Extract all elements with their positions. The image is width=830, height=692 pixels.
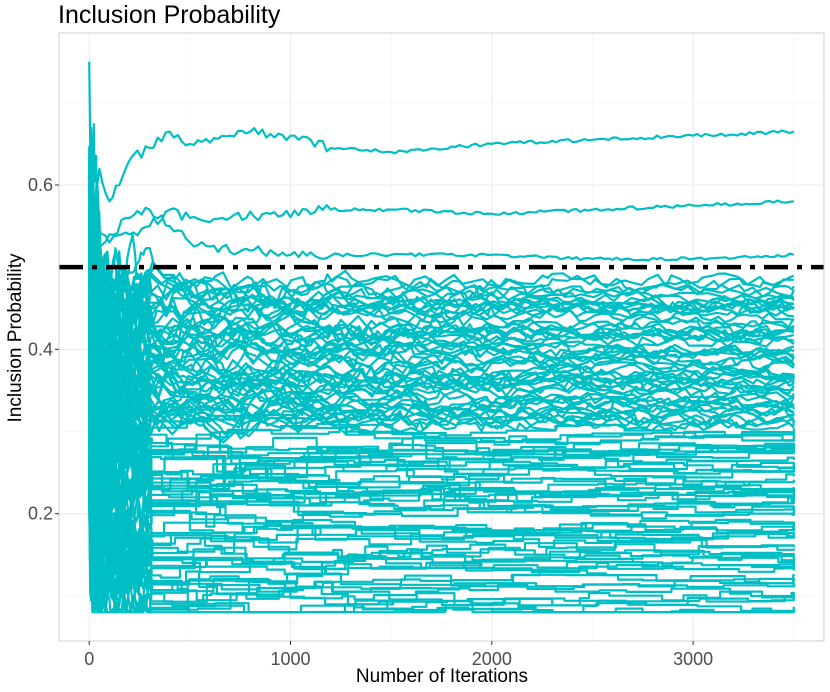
y-axis-title: Inclusion Probability	[5, 253, 26, 422]
x-axis: 0 1000 2000 3000	[84, 641, 713, 669]
series-3-line	[88, 206, 795, 269]
x-axis-title: Number of Iterations	[356, 666, 528, 687]
chart-title: Inclusion Probability	[58, 1, 281, 29]
x-tick-label: 3000	[673, 649, 713, 669]
y-tick-label: 0.2	[28, 504, 53, 524]
x-tick-label: 1000	[270, 649, 310, 669]
x-tick-label: 2000	[472, 649, 512, 669]
y-tick-label: 0.4	[28, 339, 53, 359]
panel-border	[58, 32, 825, 642]
series-line	[88, 290, 795, 480]
series-line	[88, 462, 795, 614]
series-line	[88, 262, 795, 438]
series-line	[88, 299, 795, 455]
series-1-line	[88, 61, 795, 228]
series-line	[88, 246, 794, 427]
x-tick-label: 0	[84, 649, 94, 669]
series-line	[88, 188, 795, 346]
y-axis: 0.2 0.4 0.6	[28, 175, 59, 524]
panel-frame	[58, 32, 825, 642]
series-lines	[88, 61, 795, 614]
series-line	[88, 308, 795, 461]
y-tick-label: 0.6	[28, 175, 53, 195]
series-line	[88, 123, 795, 347]
series-2-line	[88, 199, 794, 244]
